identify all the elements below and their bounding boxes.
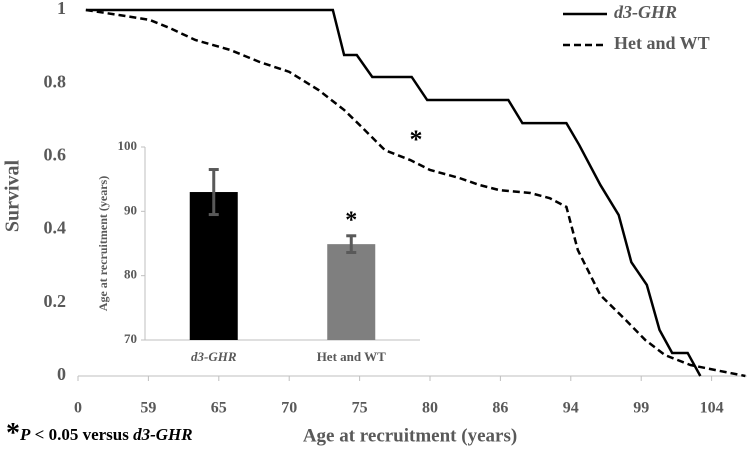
inset-significance-star: * — [345, 207, 357, 233]
x-tick-label: 70 — [281, 400, 297, 417]
y-tick-label: 1 — [57, 0, 66, 18]
inset-y-axis-title: Age at recruitment (years) — [96, 176, 110, 311]
x-tick-label: 94 — [563, 400, 579, 417]
legend-label: Het and WT — [614, 33, 710, 53]
inset-x-tick-label: d3-GHR — [191, 349, 237, 364]
legend-label: d3-GHR — [614, 2, 677, 22]
x-tick-label: 0 — [74, 400, 82, 417]
inset-y-tick-label: 100 — [118, 138, 138, 153]
footnote-part: d3-GHR — [133, 425, 193, 444]
bar — [189, 192, 238, 340]
x-tick-label: 75 — [352, 400, 368, 417]
footnote-part: < 0.05 versus — [30, 425, 133, 444]
y-tick-label: 0.6 — [44, 145, 67, 165]
inset-y-tick-label: 70 — [124, 331, 137, 346]
y-tick-label: 0.8 — [44, 71, 67, 91]
survival-line — [85, 8, 702, 377]
survival-line — [85, 8, 746, 378]
inset-y-tick-label: 90 — [124, 202, 137, 217]
x-tick-label: 104 — [700, 400, 724, 417]
x-tick-label: 65 — [211, 400, 227, 417]
inset-y-tick-label: 80 — [124, 267, 137, 282]
x-tick-label: 99 — [633, 400, 649, 417]
footnote: *P < 0.05 versus d3-GHR — [6, 418, 193, 449]
inset-x-tick-label: Het and WT — [317, 349, 386, 364]
x-tick-label: 59 — [140, 400, 156, 417]
footnote-part: * — [6, 418, 20, 449]
footnote-part: P — [19, 425, 31, 444]
x-axis-title: Age at recruitment (years) — [303, 425, 517, 446]
bar — [327, 244, 376, 340]
y-tick-label: 0.2 — [44, 291, 67, 311]
y-tick-label: 0 — [57, 364, 66, 384]
y-tick-label: 0.4 — [44, 218, 67, 238]
x-tick-label: 80 — [422, 400, 438, 417]
y-axis-title: Survival — [2, 159, 24, 232]
x-tick-label: 86 — [492, 400, 508, 417]
significance-star: * — [410, 125, 423, 154]
